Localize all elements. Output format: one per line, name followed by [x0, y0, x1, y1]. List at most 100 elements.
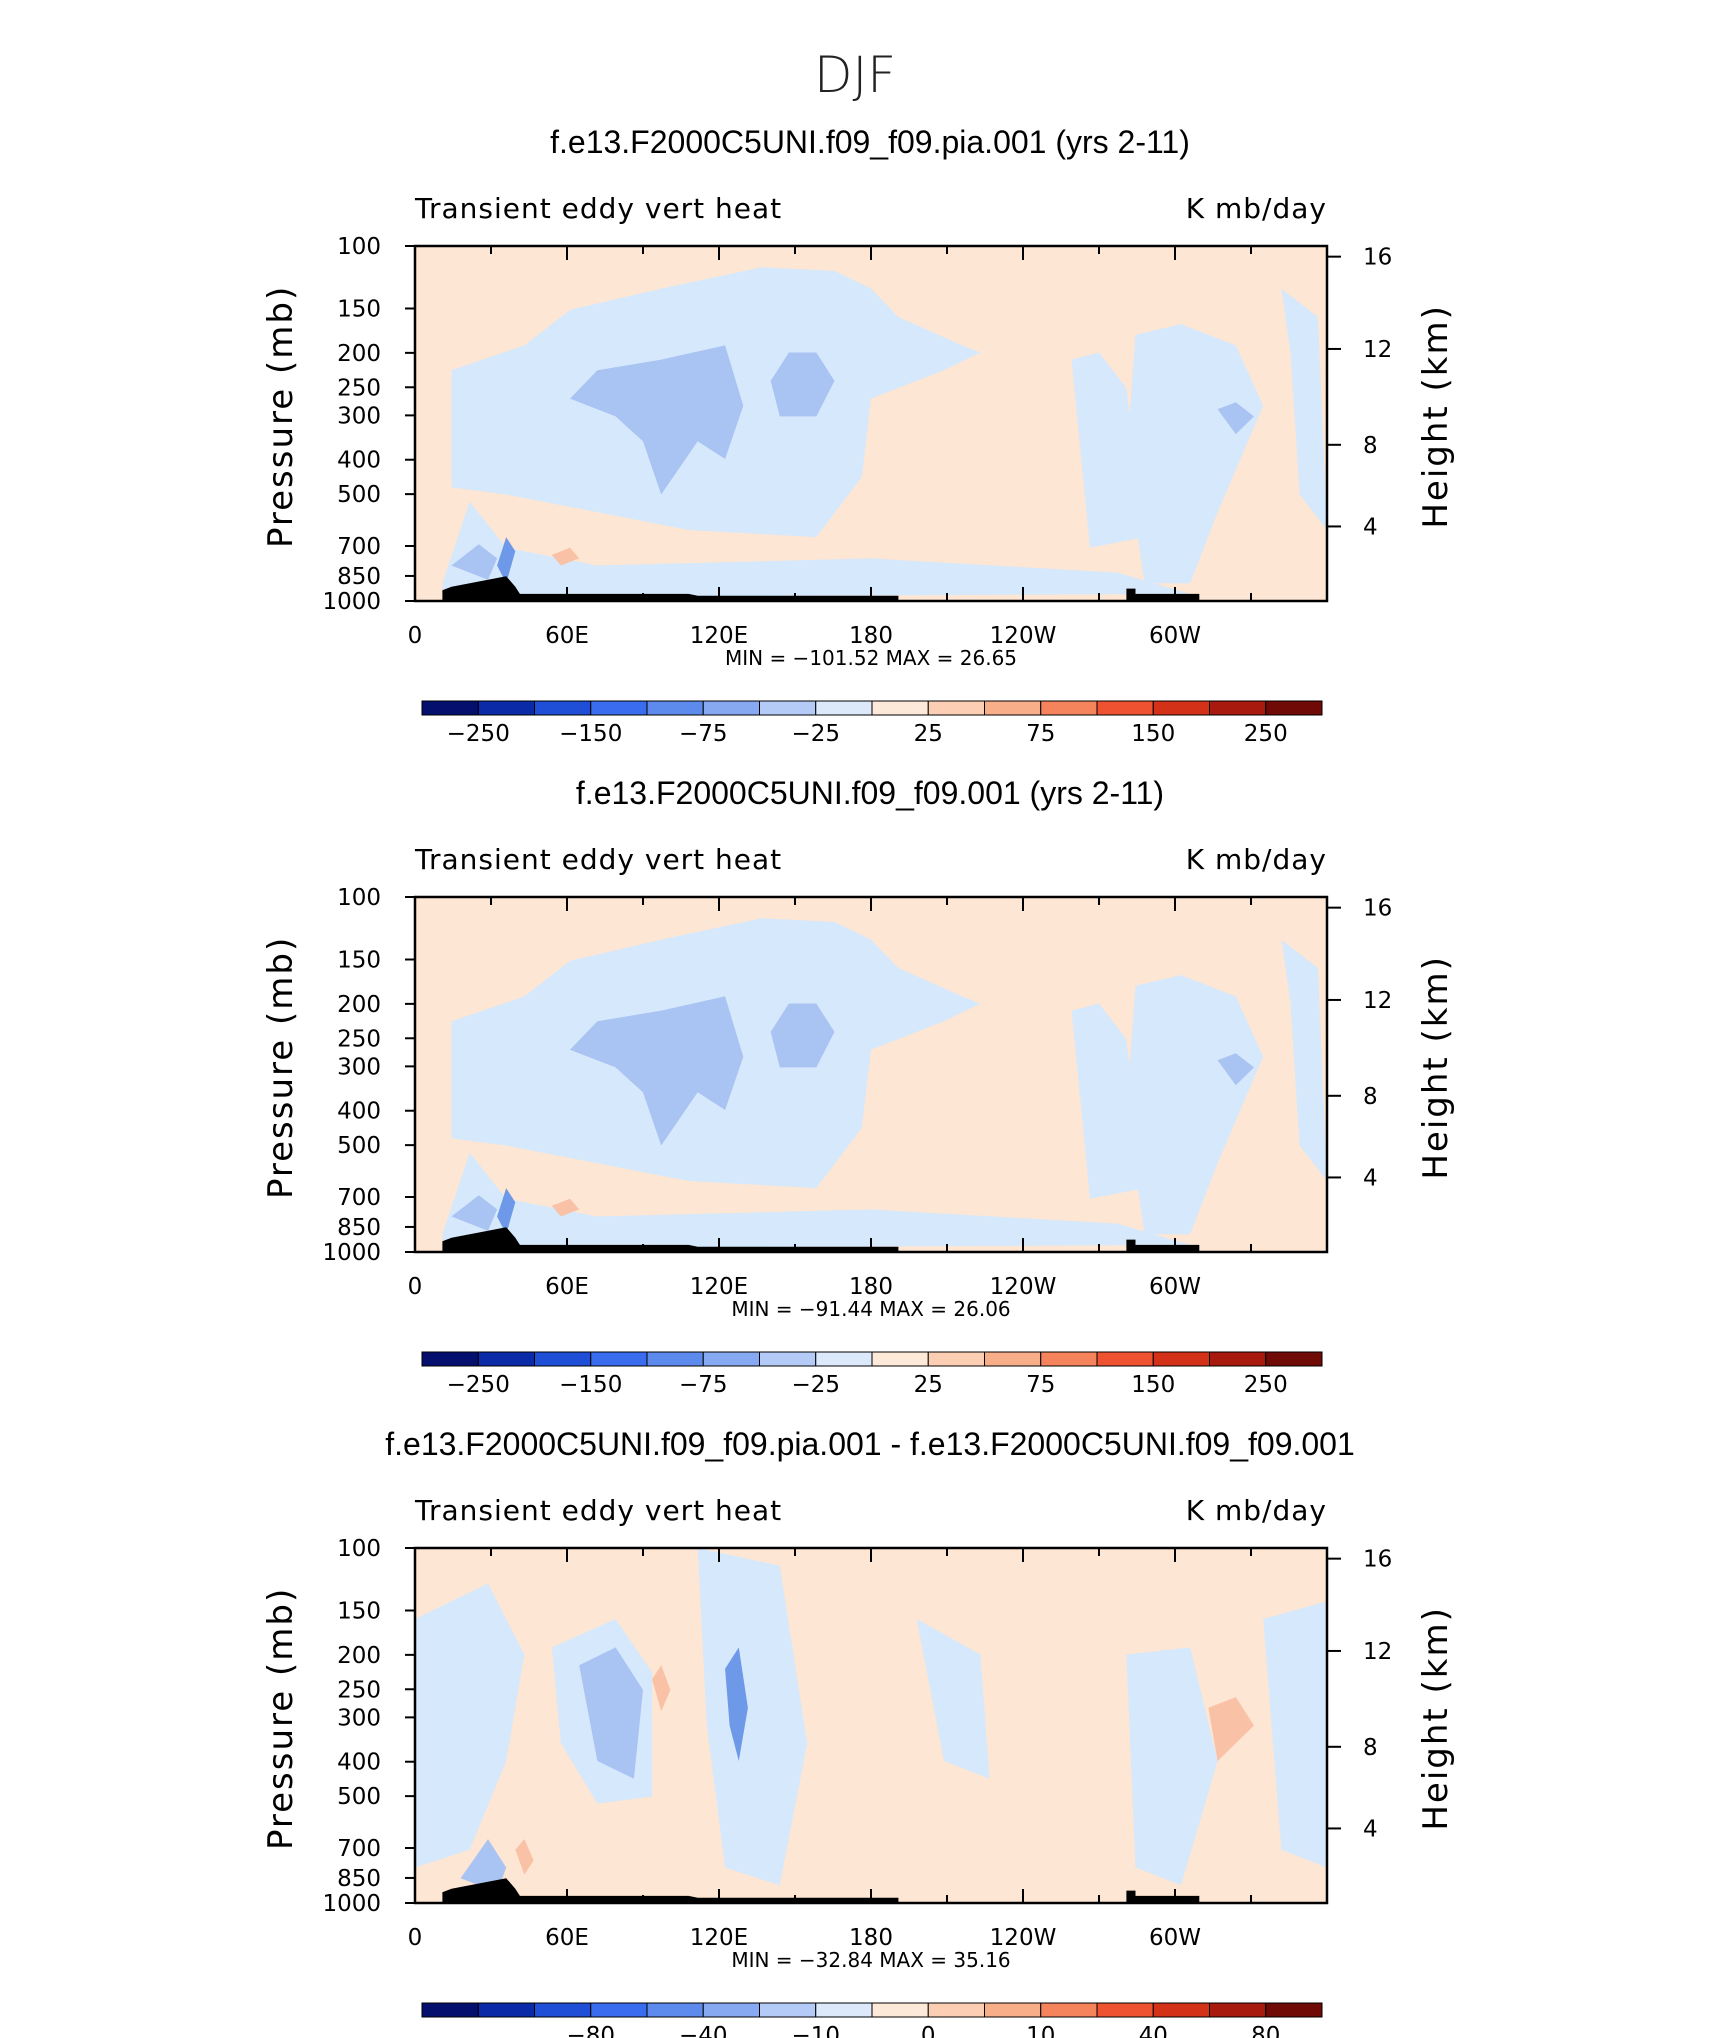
contour-region-diff-blue-f [1263, 1601, 1327, 1868]
ylabel-height: Height (km) [1416, 955, 1456, 1180]
contour-region-pacific-blue [770, 352, 835, 417]
ytick-label: 300 [337, 1705, 381, 1731]
colorbar-label: 75 [1026, 1372, 1055, 1398]
xtick-label: 120E [690, 623, 748, 649]
colorbar-swatch [1209, 2002, 1267, 2018]
ytick-label: 250 [337, 1677, 381, 1703]
xtick-label: 0 [408, 1274, 423, 1300]
ytick-label: 400 [337, 1750, 381, 1776]
page-title: DJF [814, 46, 896, 104]
ytick-right-label: 4 [1363, 1165, 1378, 1191]
colorbar-swatch [1152, 700, 1210, 716]
colorbar-swatch [477, 1351, 535, 1367]
contour-region-atlantic-blue [1217, 402, 1254, 435]
topography-ground [442, 576, 899, 601]
ytick-label: 300 [337, 1054, 381, 1080]
ytick-label: 1000 [322, 589, 381, 615]
colorbar-swatch [1209, 1351, 1267, 1367]
topography-ground-americas [1126, 588, 1200, 601]
colorbar-swatch [927, 2002, 985, 2018]
panel-title: f.e13.F2000C5UNI.f09_f09.001 (yrs 2-11) [576, 775, 1164, 811]
contour-region-diff-warm-c [515, 1839, 534, 1875]
ytick-right-label: 8 [1363, 433, 1378, 459]
field-label: Transient eddy vert heat [414, 192, 782, 225]
contour-region-jet-blue [570, 996, 744, 1146]
ytick-right-label: 8 [1363, 1735, 1378, 1761]
xtick-label: 120E [690, 1925, 748, 1951]
colorbar-label: −250 [447, 1372, 510, 1398]
colorbar-swatch [421, 700, 479, 716]
ytick-right-label: 16 [1363, 896, 1392, 922]
xtick-label: 60E [545, 623, 589, 649]
colorbar-label: 250 [1244, 721, 1288, 747]
ytick-label: 850 [337, 564, 381, 590]
contour-region-diff-blue-e [1126, 1647, 1218, 1886]
colorbar-label: 0 [921, 2023, 936, 2038]
contour-region-diff-jet [579, 1647, 643, 1779]
xtick-label: 120W [990, 1274, 1057, 1300]
colorbar-swatch [477, 2002, 535, 2018]
xtick-label: 60W [1149, 623, 1201, 649]
contour-region-diff-blue-d [916, 1619, 990, 1779]
colorbar-swatch [871, 700, 929, 716]
ytick-label: 700 [337, 1185, 381, 1211]
colorbar-swatch [984, 2002, 1042, 2018]
contour-region-warm-spot [551, 547, 580, 566]
colorbar-swatch [702, 1351, 760, 1367]
colorbar-label: −150 [559, 721, 622, 747]
ylabel-height: Height (km) [1416, 304, 1456, 529]
colorbar-label: 40 [1139, 2023, 1168, 2038]
ytick-label: 400 [337, 448, 381, 474]
colorbar-swatch [1096, 1351, 1154, 1367]
ytick-label: 150 [337, 1599, 381, 1625]
chart-panel-2: f.e13.F2000C5UNI.f09_f09.001 (yrs 2-11) T… [261, 775, 1456, 1398]
ytick-label: 200 [337, 1643, 381, 1669]
units-label: K mb/day [1186, 1494, 1327, 1527]
topography-ground [442, 1878, 899, 1903]
topography-ground-americas [1126, 1890, 1200, 1903]
ytick-label: 850 [337, 1866, 381, 1892]
colorbar-swatch [646, 2002, 704, 2018]
contour-region-east-blue [1071, 1003, 1145, 1199]
ytick-label: 500 [337, 1133, 381, 1159]
colorbar-swatch [815, 2002, 873, 2018]
xtick-label: 120W [990, 1925, 1057, 1951]
colorbar-label: 250 [1244, 1372, 1288, 1398]
colorbar-label: −25 [791, 721, 840, 747]
xtick-label: 60W [1149, 1274, 1201, 1300]
ytick-label: 100 [337, 885, 381, 911]
xtick-label: 60E [545, 1274, 589, 1300]
colorbar-swatch [815, 700, 873, 716]
colorbar-swatch [1152, 2002, 1210, 2018]
colorbar-label: −250 [447, 721, 510, 747]
contour-region-core-blue [497, 537, 516, 584]
contour-region-pacific-blue [770, 1003, 835, 1068]
chart-panel-3: f.e13.F2000C5UNI.f09_f09.pia.001 - f.e13… [261, 1426, 1456, 2038]
ylabel-pressure: Pressure (mb) [261, 1587, 301, 1850]
colorbar-swatch [534, 2002, 592, 2018]
ytick-right-label: 12 [1363, 1639, 1392, 1665]
contour-region-east-blue [1071, 352, 1145, 548]
contour-region-jet-blue [570, 345, 744, 495]
contour-region-diff-blue-a [415, 1583, 525, 1868]
ytick-label: 1000 [322, 1240, 381, 1266]
ytick-label: 400 [337, 1099, 381, 1125]
colorbar-swatch [590, 700, 648, 716]
colorbar-label: −75 [679, 1372, 728, 1398]
ytick-label: 300 [337, 403, 381, 429]
contour-region-diff-core [725, 1647, 748, 1761]
colorbar-swatch [477, 700, 535, 716]
colorbar-swatch [1265, 700, 1323, 716]
colorbar-label: −10 [791, 2023, 840, 2038]
contour-region-warm-spot [551, 1198, 580, 1217]
ytick-label: 100 [337, 1536, 381, 1562]
colorbar-swatch [1152, 1351, 1210, 1367]
colorbar-label: −150 [559, 1372, 622, 1398]
xtick-label: 180 [849, 1274, 893, 1300]
ylabel-pressure: Pressure (mb) [261, 936, 301, 1199]
contour-region-far-east-blue [1281, 939, 1327, 1181]
contour-region-low-blue [451, 1195, 498, 1231]
ytick-label: 700 [337, 534, 381, 560]
colorbar-swatch [871, 1351, 929, 1367]
